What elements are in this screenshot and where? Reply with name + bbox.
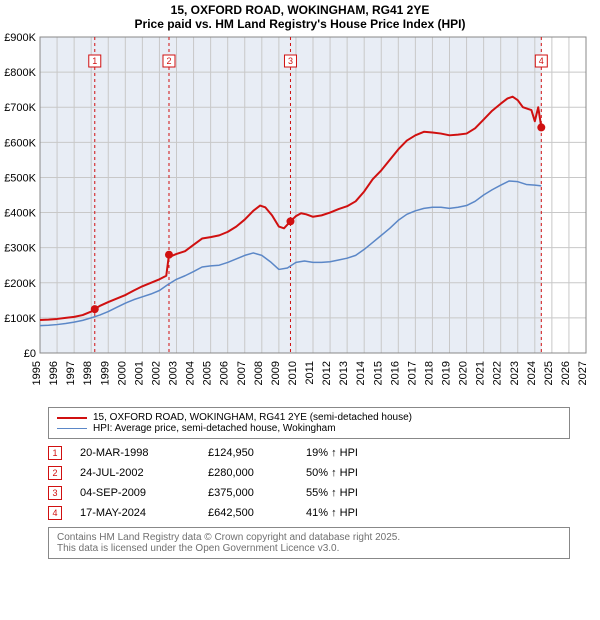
- legend-label: 15, OXFORD ROAD, WOKINGHAM, RG41 2YE (se…: [93, 412, 412, 423]
- svg-text:3: 3: [288, 56, 293, 66]
- svg-text:£900K: £900K: [4, 32, 36, 44]
- svg-text:2004: 2004: [185, 361, 197, 385]
- table-row: 4 17-MAY-2024 £642,500 41% ↑ HPI: [48, 503, 570, 523]
- svg-text:2008: 2008: [253, 361, 265, 385]
- svg-text:1998: 1998: [82, 361, 94, 385]
- svg-text:2007: 2007: [236, 361, 248, 385]
- svg-text:£300K: £300K: [4, 243, 36, 255]
- sale-marker-icon: 1: [48, 446, 62, 460]
- svg-text:2009: 2009: [270, 361, 282, 385]
- svg-text:2026: 2026: [560, 361, 572, 385]
- sale-date: 17-MAY-2024: [80, 507, 190, 519]
- sale-hpi-delta: 55% ↑ HPI: [306, 487, 416, 499]
- legend-swatch: [57, 417, 87, 419]
- svg-text:2: 2: [166, 56, 171, 66]
- svg-text:2005: 2005: [202, 361, 214, 385]
- sale-hpi-delta: 19% ↑ HPI: [306, 447, 416, 459]
- svg-text:2010: 2010: [287, 361, 299, 385]
- svg-text:1999: 1999: [99, 361, 111, 385]
- svg-text:£100K: £100K: [4, 313, 36, 325]
- svg-text:£400K: £400K: [4, 208, 36, 220]
- svg-text:2027: 2027: [577, 361, 589, 385]
- sale-date: 20-MAR-1998: [80, 447, 190, 459]
- sale-price: £375,000: [208, 487, 288, 499]
- chart: £0 £100K £200K £300K £400K £500K £600K £700K £80…: [0, 31, 600, 401]
- sale-hpi-delta: 41% ↑ HPI: [306, 507, 416, 519]
- legend-item: HPI: Average price, semi-detached house,…: [57, 423, 561, 434]
- footer-line: Contains HM Land Registry data © Crown c…: [57, 532, 561, 543]
- svg-text:2002: 2002: [150, 361, 162, 385]
- svg-text:2015: 2015: [372, 361, 384, 385]
- table-row: 1 20-MAR-1998 £124,950 19% ↑ HPI: [48, 443, 570, 463]
- svg-text:2024: 2024: [526, 361, 538, 385]
- svg-text:2019: 2019: [441, 361, 453, 385]
- svg-text:£500K: £500K: [4, 172, 36, 184]
- legend-swatch: [57, 428, 87, 429]
- sale-price: £642,500: [208, 507, 288, 519]
- chart-title-line1: 15, OXFORD ROAD, WOKINGHAM, RG41 2YE: [0, 3, 600, 17]
- svg-text:£200K: £200K: [4, 278, 36, 290]
- table-row: 2 24-JUL-2002 £280,000 50% ↑ HPI: [48, 463, 570, 483]
- sale-marker-icon: 4: [48, 506, 62, 520]
- legend-label: HPI: Average price, semi-detached house,…: [93, 423, 336, 434]
- sales-table: 1 20-MAR-1998 £124,950 19% ↑ HPI 2 24-JU…: [48, 443, 570, 523]
- sale-date: 24-JUL-2002: [80, 467, 190, 479]
- sale-hpi-delta: 50% ↑ HPI: [306, 467, 416, 479]
- svg-text:2020: 2020: [458, 361, 470, 385]
- svg-text:2000: 2000: [116, 361, 128, 385]
- table-row: 3 04-SEP-2009 £375,000 55% ↑ HPI: [48, 483, 570, 503]
- svg-text:2025: 2025: [543, 361, 555, 385]
- chart-title-line2: Price paid vs. HM Land Registry's House …: [0, 17, 600, 31]
- svg-text:£700K: £700K: [4, 102, 36, 114]
- svg-text:£600K: £600K: [4, 137, 36, 149]
- svg-text:1997: 1997: [65, 361, 77, 385]
- svg-text:2018: 2018: [423, 361, 435, 385]
- svg-text:1995: 1995: [31, 361, 43, 385]
- svg-text:£0: £0: [24, 348, 36, 360]
- svg-text:2022: 2022: [492, 361, 504, 385]
- svg-text:4: 4: [539, 56, 544, 66]
- svg-text:2023: 2023: [509, 361, 521, 385]
- svg-text:2013: 2013: [338, 361, 350, 385]
- attribution-footer: Contains HM Land Registry data © Crown c…: [48, 527, 570, 559]
- svg-text:2021: 2021: [475, 361, 487, 385]
- svg-text:2001: 2001: [133, 361, 145, 385]
- svg-text:2011: 2011: [304, 361, 316, 385]
- svg-text:2003: 2003: [168, 361, 180, 385]
- footer-line: This data is licensed under the Open Gov…: [57, 543, 561, 554]
- svg-text:2012: 2012: [321, 361, 333, 385]
- sale-marker-icon: 2: [48, 466, 62, 480]
- legend: 15, OXFORD ROAD, WOKINGHAM, RG41 2YE (se…: [48, 407, 570, 439]
- svg-text:2017: 2017: [406, 361, 418, 385]
- svg-text:1: 1: [92, 56, 97, 66]
- legend-item: 15, OXFORD ROAD, WOKINGHAM, RG41 2YE (se…: [57, 412, 561, 423]
- sale-marker-icon: 3: [48, 486, 62, 500]
- svg-text:2016: 2016: [389, 361, 401, 385]
- sale-price: £124,950: [208, 447, 288, 459]
- svg-text:1996: 1996: [48, 361, 60, 385]
- svg-text:2014: 2014: [355, 361, 367, 385]
- sale-price: £280,000: [208, 467, 288, 479]
- svg-text:£800K: £800K: [4, 67, 36, 79]
- svg-text:2006: 2006: [219, 361, 231, 385]
- sale-date: 04-SEP-2009: [80, 487, 190, 499]
